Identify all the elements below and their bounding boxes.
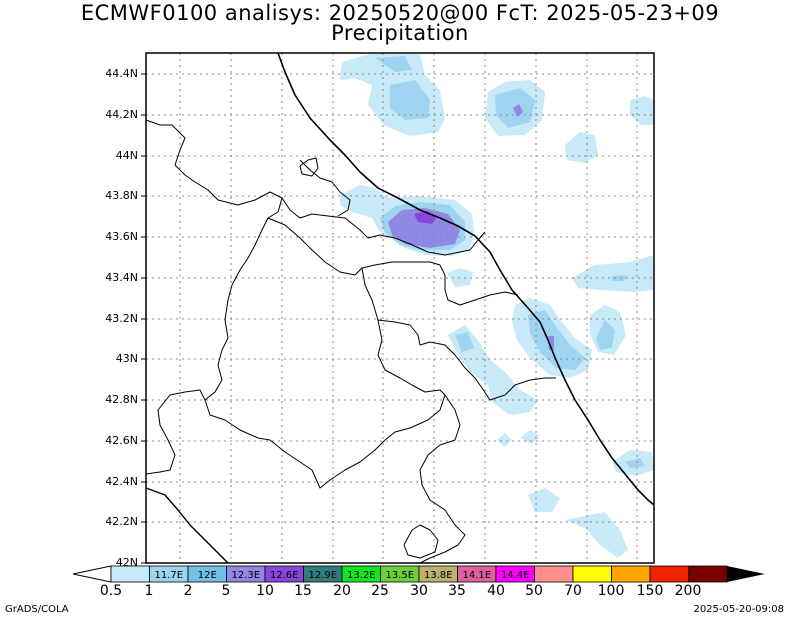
colorbar-label: 1 [144, 583, 154, 599]
colorbar-lon-label: 12E [198, 570, 217, 581]
colorbar-label: 30 [410, 583, 428, 599]
border [299, 157, 319, 177]
coastline [277, 52, 655, 506]
colorbar-label: 25 [371, 583, 389, 599]
colorbar-label: 200 [674, 583, 702, 599]
lat-label: 43.2N [105, 312, 138, 325]
colorbar-label: 10 [256, 583, 274, 599]
colorbar-swatch [611, 565, 651, 583]
lat-label: 42N [115, 556, 138, 569]
lat-label: 43N [115, 352, 138, 365]
colorbar-lon-label: 12.3E [231, 570, 260, 581]
lat-label: 43.8N [105, 189, 138, 202]
colorbar-lon-label: 14.4E [501, 570, 530, 581]
lat-label: 43.4N [105, 271, 138, 284]
colorbar-swatch [688, 565, 728, 583]
colorbar-swatch [534, 565, 574, 583]
precipitation-field [340, 54, 654, 558]
colorbar-arrow-right [727, 566, 765, 582]
colorbar-label: 150 [636, 583, 664, 599]
precip-area [497, 433, 512, 447]
colorbar-lon-label: 11.7E [154, 570, 183, 581]
precip-area [528, 310, 585, 370]
colorbar-label: 40 [487, 583, 505, 599]
precip-area [565, 512, 628, 558]
precip-area [596, 320, 615, 350]
colorbar-arrow-left [72, 565, 112, 583]
border [145, 389, 206, 475]
precip-area [548, 336, 554, 350]
lat-label: 42.6N [105, 434, 138, 447]
precip-area [455, 332, 474, 352]
precip-area [572, 255, 654, 292]
border [361, 267, 446, 396]
border [377, 319, 556, 401]
colorbar-lon-label: 14.1E [462, 570, 491, 581]
colorbar-label: 20 [333, 583, 351, 599]
map-frame [145, 52, 655, 564]
colorbar-label: 70 [564, 583, 582, 599]
colorbar-label: 15 [294, 583, 312, 599]
footer-right: 2025-05-20-09:08 [693, 604, 784, 615]
title-line-1: ECMWF0100 analisys: 20250520@00 FcT: 202… [80, 1, 720, 25]
colorbar-label: 5 [221, 583, 231, 599]
border [419, 394, 466, 564]
border [403, 524, 439, 559]
border [267, 217, 519, 306]
precip-area [625, 458, 645, 468]
precip-area [565, 132, 598, 163]
precip-area [375, 56, 412, 72]
precip-area [630, 96, 654, 125]
precip-area [388, 208, 460, 248]
precip-area [528, 488, 560, 512]
colorbar-label: 35 [448, 583, 466, 599]
lat-ticks [141, 73, 146, 564]
colorbar-swatch [572, 565, 612, 583]
colorbar-label: 100 [597, 583, 625, 599]
colorbar-label: 0.5 [99, 583, 123, 599]
colorbar-label: 2 [183, 583, 193, 599]
coastline [145, 487, 229, 564]
title-line-2: Precipitation [331, 21, 469, 45]
colorbar-lon-label: 12.6E [270, 570, 299, 581]
grid [146, 53, 654, 563]
colorbar-lon-label: 13.5E [385, 570, 414, 581]
precip-area [390, 80, 430, 120]
border [145, 119, 486, 256]
colorbar-lon-label: 13.8E [424, 570, 453, 581]
precip-area [513, 104, 523, 117]
lat-label: 42.4N [105, 475, 138, 488]
border [204, 197, 446, 489]
lat-label: 44.4N [105, 67, 138, 80]
colorbar: 11.7E 12E 12.3E 12.6E 12.9E 13.2E 13.5E 13.8E 14… [72, 565, 765, 583]
lat-label: 42.2N [105, 515, 138, 528]
colorbar-label: 50 [525, 583, 543, 599]
boundaries [145, 52, 655, 564]
footer-left: GrADS/COLA [5, 604, 69, 615]
lat-label: 43.6N [105, 230, 138, 243]
lat-label: 42.8N [105, 393, 138, 406]
lat-label: 44N [115, 149, 138, 162]
lat-label: 44.2N [105, 108, 138, 121]
colorbar-swatch [649, 565, 689, 583]
colorbar-lon-label: 13.2E [347, 570, 376, 581]
border [299, 159, 351, 217]
colorbar-lon-label: 12.9E [308, 570, 337, 581]
